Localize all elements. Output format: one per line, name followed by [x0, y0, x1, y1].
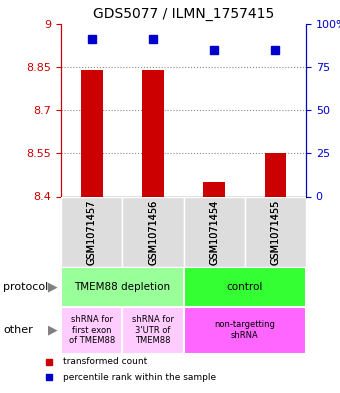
Text: ▶: ▶ — [48, 280, 58, 294]
Bar — [204, 182, 225, 196]
FancyBboxPatch shape — [184, 196, 245, 267]
FancyBboxPatch shape — [184, 267, 306, 307]
Text: other: other — [3, 325, 33, 335]
FancyBboxPatch shape — [61, 196, 122, 267]
Bar — [81, 70, 103, 196]
Title: GDS5077 / ILMN_1757415: GDS5077 / ILMN_1757415 — [93, 7, 274, 21]
Text: GSM1071455: GSM1071455 — [270, 200, 280, 265]
Bar — [265, 153, 286, 196]
Text: GSM1071456: GSM1071456 — [148, 200, 158, 265]
Text: TMEM88 depletion: TMEM88 depletion — [74, 282, 170, 292]
FancyBboxPatch shape — [61, 267, 184, 307]
Text: non-targetting
shRNA: non-targetting shRNA — [214, 320, 275, 340]
FancyBboxPatch shape — [122, 196, 184, 267]
Text: shRNA for
3'UTR of
TMEM88: shRNA for 3'UTR of TMEM88 — [132, 315, 174, 345]
Text: percentile rank within the sample: percentile rank within the sample — [63, 373, 216, 382]
Text: protocol: protocol — [3, 282, 49, 292]
FancyBboxPatch shape — [245, 196, 306, 267]
FancyBboxPatch shape — [122, 307, 184, 354]
Text: GSM1071456: GSM1071456 — [148, 200, 158, 265]
Text: transformed count: transformed count — [63, 357, 147, 366]
Text: control: control — [227, 282, 263, 292]
Text: GSM1071454: GSM1071454 — [209, 200, 219, 265]
Text: ▶: ▶ — [48, 323, 58, 337]
FancyBboxPatch shape — [61, 307, 122, 354]
Text: GSM1071455: GSM1071455 — [270, 200, 280, 265]
Text: GSM1071454: GSM1071454 — [209, 200, 219, 265]
Text: shRNA for
first exon
of TMEM88: shRNA for first exon of TMEM88 — [69, 315, 115, 345]
Text: GSM1071457: GSM1071457 — [87, 200, 97, 265]
Bar — [142, 70, 164, 196]
Text: GSM1071457: GSM1071457 — [87, 200, 97, 265]
FancyBboxPatch shape — [184, 307, 306, 354]
